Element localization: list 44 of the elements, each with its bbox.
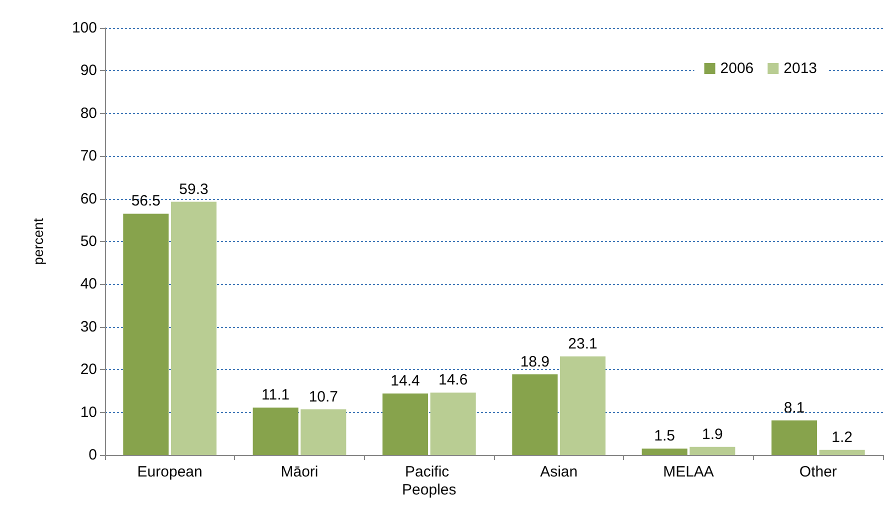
bar (771, 420, 818, 455)
x-tick-label: MELAA (663, 464, 714, 480)
x-tick-label: European (137, 464, 202, 480)
data-label: 59.3 (179, 180, 208, 198)
bar (252, 408, 298, 455)
y-tick-label: 0 (88, 446, 97, 464)
bar (560, 356, 606, 455)
x-tick-label: Asian (540, 464, 578, 480)
data-label: 18.9 (520, 353, 550, 370)
bar (430, 392, 476, 455)
data-label: 14.4 (390, 372, 420, 390)
data-label: 1.5 (654, 428, 676, 445)
bar (170, 202, 217, 455)
data-label: 11.1 (262, 386, 290, 404)
y-tick-label: 70 (80, 148, 97, 165)
bar (123, 214, 169, 455)
y-tick-label: 40 (80, 276, 97, 293)
x-tick-label: Other (799, 464, 837, 480)
legend-label: 2006 (720, 60, 754, 77)
y-tick-label: 30 (80, 318, 97, 336)
bar (300, 409, 346, 455)
data-label: 1.9 (702, 426, 723, 443)
data-label: 1.2 (832, 428, 853, 446)
bar (512, 374, 558, 455)
y-tick-label: 60 (80, 190, 97, 208)
data-label: 56.5 (131, 192, 161, 210)
bar (642, 448, 688, 455)
data-label: 8.1 (784, 399, 805, 416)
data-label: 23.1 (568, 335, 598, 352)
y-tick-label: 90 (80, 62, 97, 80)
bar (690, 446, 736, 455)
legend-label: 2013 (784, 60, 818, 77)
y-tick-label: 80 (80, 104, 97, 122)
bar (382, 394, 428, 455)
y-axis-title: percent (30, 218, 46, 265)
data-label: 14.6 (438, 372, 468, 389)
y-tick-label: 20 (80, 361, 97, 378)
y-tick-label: 100 (72, 20, 97, 36)
y-tick-label: 50 (80, 233, 97, 250)
x-tick-label: Pacific Peoples (402, 464, 456, 498)
data-label: 10.7 (308, 388, 338, 406)
bar (819, 450, 865, 455)
x-tick-label: Māori (280, 464, 318, 480)
y-tick-label: 10 (80, 404, 97, 421)
